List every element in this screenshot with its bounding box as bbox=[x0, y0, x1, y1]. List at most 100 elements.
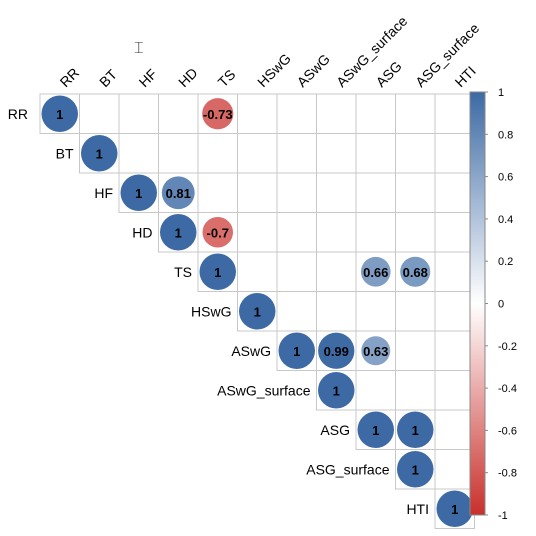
grid-cell bbox=[276, 133, 317, 174]
correlation-circle bbox=[357, 411, 394, 448]
grid-cell bbox=[276, 93, 317, 134]
column-label: TS bbox=[215, 66, 239, 90]
row-label: TS bbox=[174, 264, 192, 280]
grid-cell bbox=[434, 212, 475, 253]
row-label: ASG_surface bbox=[306, 461, 389, 477]
correlation-circle bbox=[41, 95, 78, 132]
correlation-circle bbox=[160, 214, 197, 251]
correlation-circle bbox=[361, 336, 391, 366]
grid-cell bbox=[316, 251, 357, 292]
correlation-value: 1 bbox=[412, 462, 419, 477]
grid-cell bbox=[316, 212, 357, 253]
column-label: HF bbox=[136, 66, 161, 91]
grid-cell bbox=[395, 330, 436, 371]
grid-cell bbox=[237, 212, 278, 253]
grid-cell bbox=[197, 172, 238, 213]
column-label: ASG bbox=[373, 58, 405, 90]
grid-cell bbox=[158, 133, 199, 174]
grid-cell bbox=[395, 212, 436, 253]
correlation-circle bbox=[202, 216, 234, 248]
correlation-circle bbox=[360, 256, 391, 287]
grid-cell bbox=[434, 409, 475, 450]
colorbar-tick-label: 0.4 bbox=[498, 214, 513, 226]
column-label: HTI bbox=[452, 63, 479, 90]
row-label: RR bbox=[8, 106, 28, 122]
correlation-value: 1 bbox=[56, 107, 63, 122]
row-label: HF bbox=[94, 185, 113, 201]
grid-cell bbox=[434, 449, 475, 490]
grid-cell bbox=[434, 370, 475, 411]
grid-cell bbox=[276, 251, 317, 292]
correlation-value: 0.63 bbox=[363, 344, 388, 359]
colorbar bbox=[469, 91, 486, 516]
correlation-value: 1 bbox=[412, 423, 419, 438]
colorbar-tick-label: 0 bbox=[498, 299, 504, 311]
grid-cell bbox=[276, 212, 317, 253]
grid-cell bbox=[158, 93, 199, 134]
row-label: BT bbox=[56, 145, 74, 161]
grid-cell bbox=[276, 291, 317, 332]
grid-cell bbox=[395, 291, 436, 332]
grid-cell bbox=[355, 370, 396, 411]
text-cursor-icon: ⌶ bbox=[134, 38, 144, 57]
column-label: HSwG bbox=[254, 50, 294, 90]
correlation-circle bbox=[397, 451, 434, 488]
grid-cell bbox=[237, 93, 278, 134]
correlation-value: 1 bbox=[293, 344, 300, 359]
colorbar-tick-label: 0.6 bbox=[498, 172, 513, 184]
grid-cell bbox=[434, 330, 475, 371]
grid-cell bbox=[79, 93, 120, 134]
colorbar-tick-label: 1 bbox=[498, 87, 504, 99]
grid-cell bbox=[395, 172, 436, 213]
grid-cell bbox=[118, 93, 159, 134]
grid-cell bbox=[316, 133, 357, 174]
row-label: ASwG bbox=[231, 343, 271, 359]
correlation-circle bbox=[318, 332, 355, 369]
grid-cell bbox=[355, 172, 396, 213]
grid-cell bbox=[276, 172, 317, 213]
correlation-circle bbox=[397, 411, 434, 448]
correlation-circle bbox=[318, 372, 355, 409]
grid-cell bbox=[355, 133, 396, 174]
colorbar-tick-label: -0.2 bbox=[498, 341, 517, 353]
correlation-value: 1 bbox=[333, 383, 340, 398]
grid-cell bbox=[434, 93, 475, 134]
correlation-value: 0.66 bbox=[363, 265, 388, 280]
correlation-circle bbox=[199, 253, 236, 290]
grid-cell bbox=[355, 291, 396, 332]
correlation-circle bbox=[161, 176, 195, 210]
colorbar-tick-label: -0.6 bbox=[498, 425, 517, 437]
grid-cell bbox=[434, 172, 475, 213]
correlation-value: 1 bbox=[135, 186, 142, 201]
grid-cell bbox=[395, 93, 436, 134]
correlation-circle bbox=[278, 332, 315, 369]
grid-cell bbox=[237, 172, 278, 213]
grid-cell bbox=[237, 251, 278, 292]
grid-cell bbox=[237, 133, 278, 174]
correlation-value: 1 bbox=[451, 502, 458, 517]
grid-cell bbox=[434, 251, 475, 292]
correlation-value: 0.81 bbox=[166, 186, 191, 201]
grid-cell bbox=[316, 93, 357, 134]
grid-cell bbox=[395, 133, 436, 174]
grid-cell bbox=[118, 133, 159, 174]
grid-cell bbox=[434, 133, 475, 174]
grid-cell bbox=[434, 291, 475, 332]
grid-cell bbox=[316, 172, 357, 213]
correlation-value: 1 bbox=[96, 146, 103, 161]
column-label: RR bbox=[57, 64, 83, 90]
correlation-value: 0.99 bbox=[324, 344, 349, 359]
correlation-circle bbox=[120, 174, 157, 211]
row-label: HD bbox=[132, 224, 152, 240]
colorbar-tick-label: 0.2 bbox=[498, 256, 513, 268]
grid-cell bbox=[355, 212, 396, 253]
correlation-value: -0.73 bbox=[203, 107, 233, 122]
correlation-value: 1 bbox=[254, 304, 261, 319]
colorbar-tick-label: -0.4 bbox=[498, 383, 517, 395]
colorbar-tick-label: -0.8 bbox=[498, 468, 517, 480]
correlation-circle bbox=[202, 98, 234, 130]
grid-cell bbox=[355, 93, 396, 134]
row-label: HTI bbox=[406, 501, 429, 517]
grid-cell bbox=[197, 133, 238, 174]
